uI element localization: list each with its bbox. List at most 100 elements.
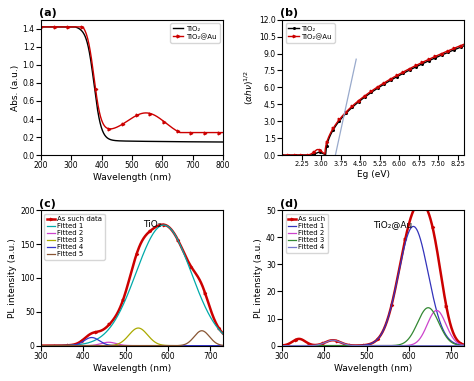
Fitted 3: [326, 343, 332, 348]
Fitted 2: [160, 343, 165, 348]
Fitted 3: [38, 343, 44, 348]
Fitted 4: [220, 343, 226, 348]
Fitted 3: [461, 343, 467, 348]
TiO₂: [144, 139, 149, 144]
Line: TiO₂@Au: TiO₂@Au: [281, 43, 465, 156]
Line: As such: As such: [281, 201, 465, 347]
Fitted 2: [386, 343, 392, 348]
Line: Fitted 4: Fitted 4: [282, 340, 464, 346]
As such: [362, 343, 368, 347]
TiO₂@Au: [148, 112, 154, 116]
Line: TiO₂: TiO₂: [41, 27, 223, 142]
Fitted 2: [38, 343, 44, 348]
TiO₂: [279, 153, 285, 157]
Line: Fitted 3: Fitted 3: [282, 308, 464, 346]
Fitted 1: [160, 223, 165, 227]
As such: [326, 339, 332, 343]
Text: (d): (d): [280, 199, 298, 209]
Fitted 3: [416, 317, 422, 322]
Fitted 2: [106, 340, 111, 344]
X-axis label: Wavelength (nm): Wavelength (nm): [93, 173, 171, 182]
Fitted 5: [120, 343, 126, 348]
Fitted 3: [70, 343, 76, 348]
Fitted 4: [311, 343, 317, 347]
Legend: As such data, Fitted 1, Fitted 2, Fitted 3, Fitted 4, Fitted 5: As such data, Fitted 1, Fitted 2, Fitted…: [45, 214, 105, 260]
TiO₂@Au: [425, 58, 430, 62]
TiO₂: [298, 153, 303, 157]
TiO₂: [404, 69, 410, 74]
Y-axis label: PL intensity (a.u.): PL intensity (a.u.): [9, 238, 18, 318]
As such data: [120, 297, 126, 302]
Line: As such data: As such data: [40, 223, 224, 347]
Fitted 3: [220, 343, 226, 348]
As such data: [220, 331, 226, 336]
Legend: TiO₂, TiO₂@Au: TiO₂, TiO₂@Au: [285, 23, 335, 43]
Fitted 2: [416, 337, 422, 342]
TiO₂@Au: [49, 25, 55, 29]
Fitted 5: [38, 343, 44, 348]
Text: TiO₂: TiO₂: [143, 220, 161, 229]
Legend: As such, Fitted 1, Fitted 2, Fitted 3, Fitted 4: As such, Fitted 1, Fitted 2, Fitted 3, F…: [285, 214, 328, 253]
Fitted 2: [362, 343, 367, 348]
Fitted 4: [70, 343, 76, 347]
TiO₂@Au: [195, 130, 201, 135]
As such: [279, 343, 285, 348]
Fitted 3: [386, 343, 392, 348]
Y-axis label: Abs. (a.u.): Abs. (a.u.): [11, 64, 20, 110]
TiO₂@Au: [461, 42, 467, 46]
Text: (a): (a): [39, 8, 57, 18]
Fitted 1: [417, 234, 422, 239]
Line: Fitted 4: Fitted 4: [41, 338, 223, 346]
As such data: [85, 333, 91, 338]
TiO₂: [195, 139, 201, 144]
Fitted 1: [146, 240, 151, 245]
As such: [311, 343, 317, 347]
Fitted 4: [461, 343, 467, 348]
TiO₂: [425, 59, 430, 64]
As such data: [70, 343, 76, 347]
Fitted 4: [89, 335, 94, 340]
TiO₂@Au: [404, 67, 410, 72]
As such: [461, 343, 467, 347]
Fitted 4: [326, 339, 332, 343]
Fitted 3: [401, 341, 407, 345]
Fitted 1: [85, 341, 91, 345]
TiO₂@Au: [38, 25, 44, 29]
Fitted 4: [121, 343, 127, 348]
TiO₂: [359, 97, 365, 101]
Fitted 3: [135, 326, 141, 330]
X-axis label: Wavelength (nm): Wavelength (nm): [93, 364, 171, 373]
Fitted 4: [330, 338, 336, 343]
Fitted 3: [362, 343, 367, 348]
Y-axis label: PL intensity (a.u.): PL intensity (a.u.): [254, 238, 263, 318]
Fitted 1: [220, 331, 226, 336]
As such data: [160, 222, 165, 227]
Line: Fitted 1: Fitted 1: [41, 225, 223, 346]
TiO₂@Au: [298, 153, 303, 157]
Fitted 1: [410, 224, 416, 229]
Line: Fitted 2: Fitted 2: [41, 342, 223, 346]
Fitted 3: [146, 334, 151, 338]
Fitted 1: [401, 247, 407, 251]
TiO₂@Au: [279, 153, 285, 157]
Fitted 2: [401, 343, 407, 348]
Fitted 2: [70, 343, 76, 348]
Fitted 4: [387, 343, 392, 348]
Fitted 3: [160, 343, 165, 347]
Fitted 4: [160, 343, 165, 348]
Fitted 3: [175, 343, 181, 348]
TiO₂: [176, 139, 182, 144]
TiO₂: [49, 25, 55, 29]
X-axis label: Eg (eV): Eg (eV): [356, 170, 390, 179]
Line: TiO₂@Au: TiO₂@Au: [39, 26, 224, 134]
Text: (b): (b): [280, 8, 298, 18]
X-axis label: Wavelength (nm): Wavelength (nm): [334, 364, 412, 373]
Fitted 5: [70, 343, 76, 348]
Fitted 1: [175, 239, 181, 243]
TiO₂@Au: [177, 130, 183, 135]
Fitted 5: [175, 343, 181, 348]
Fitted 1: [362, 343, 367, 347]
Fitted 5: [199, 328, 205, 333]
As such: [418, 200, 423, 205]
Fitted 4: [85, 336, 91, 341]
